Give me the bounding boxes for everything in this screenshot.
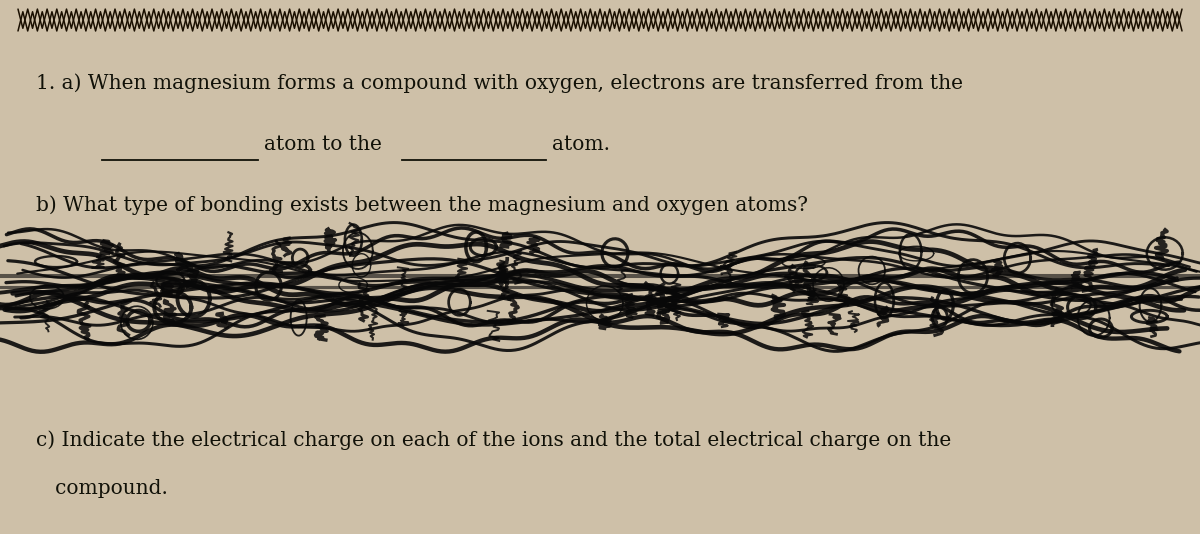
- Text: atom.: atom.: [552, 135, 610, 154]
- Text: c) Indicate the electrical charge on each of the ions and the total electrical c: c) Indicate the electrical charge on eac…: [36, 431, 952, 450]
- Text: 1. a) When magnesium forms a compound with oxygen, electrons are transferred fro: 1. a) When magnesium forms a compound wi…: [36, 73, 964, 92]
- Text: b) What type of bonding exists between the magnesium and oxygen atoms?: b) What type of bonding exists between t…: [36, 196, 808, 215]
- Text: compound.: compound.: [36, 479, 168, 498]
- Text: atom to the: atom to the: [264, 135, 382, 154]
